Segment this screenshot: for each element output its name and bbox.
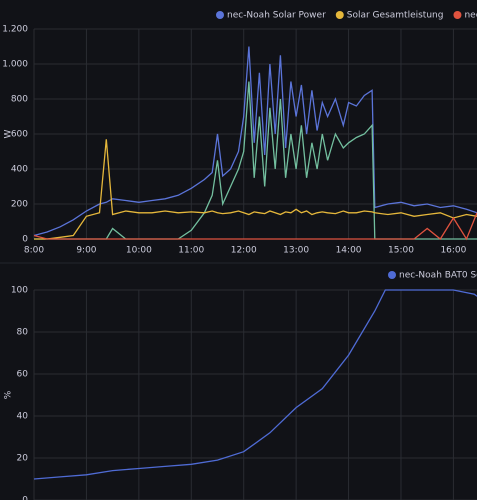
x-tick-label: 9:00 bbox=[76, 246, 96, 256]
legend-label: Solar Gesamtleistung bbox=[347, 11, 444, 21]
y-tick-label: 1.000 bbox=[2, 60, 28, 70]
series-line bbox=[33, 289, 477, 480]
series-line bbox=[34, 139, 477, 240]
y-tick-label: 0 bbox=[22, 496, 28, 500]
y-tick-label: 20 bbox=[17, 454, 29, 464]
x-tick-label: 13:00 bbox=[283, 246, 309, 256]
x-tick-label: 16:00 bbox=[440, 246, 466, 256]
y-tick-label: 80 bbox=[17, 328, 29, 338]
y-tick-label: 100 bbox=[11, 286, 28, 296]
series-line bbox=[33, 46, 477, 237]
x-tick-label: 10:00 bbox=[126, 246, 152, 256]
legend-swatch bbox=[388, 271, 396, 279]
y-tick-label: 400 bbox=[11, 165, 28, 175]
y-tick-label: 600 bbox=[11, 130, 28, 140]
x-tick-label: 15:00 bbox=[388, 246, 414, 256]
x-tick-label: 11:00 bbox=[178, 246, 204, 256]
y-tick-label: 200 bbox=[11, 200, 28, 210]
series-line bbox=[33, 212, 477, 241]
y-tick-label: 60 bbox=[17, 370, 29, 380]
y-tick-label: 0 bbox=[22, 235, 28, 245]
y-axis-label: W bbox=[4, 129, 14, 138]
y-tick-label: 800 bbox=[11, 95, 28, 105]
x-tick-label: 14:00 bbox=[336, 246, 362, 256]
legend-swatch bbox=[453, 11, 462, 19]
legend-label: nec-Noah BAT0 SoC bbox=[399, 271, 477, 281]
legend-swatch bbox=[216, 11, 224, 19]
legend-swatch bbox=[335, 11, 344, 19]
y-axis-label: % bbox=[4, 390, 14, 399]
x-tick-label: 12:00 bbox=[231, 246, 257, 256]
y-tick-label: 1.200 bbox=[2, 25, 28, 35]
x-tick-label: 8:00 bbox=[24, 246, 44, 256]
legend-label: nec-Noah Solar Power bbox=[227, 11, 326, 21]
legend-label: nec-Noah D bbox=[464, 11, 477, 21]
y-tick-label: 40 bbox=[17, 412, 29, 422]
